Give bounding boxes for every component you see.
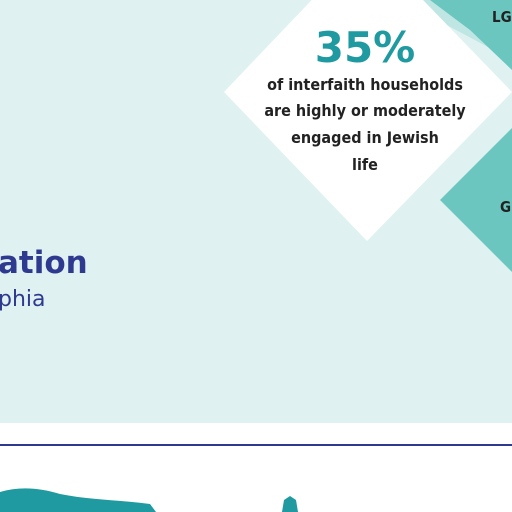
heading-title: ation	[0, 245, 88, 281]
side-label: Gr	[500, 198, 512, 216]
decor-wave	[282, 496, 298, 512]
heading-subtitle: phia	[0, 287, 46, 312]
stat-line: of interfaith households	[267, 75, 463, 94]
stat-line: are highly or moderately	[264, 101, 466, 120]
decor-teal-mid	[440, 128, 512, 272]
stat-value: 35%	[315, 23, 416, 72]
decor-wave	[0, 488, 156, 512]
decor-teal-top	[430, 0, 512, 70]
side-label: LG	[492, 8, 512, 26]
stat-line: life	[352, 155, 378, 174]
stat-line: engaged in Jewish	[291, 128, 439, 147]
stat-diamond	[224, 0, 512, 241]
